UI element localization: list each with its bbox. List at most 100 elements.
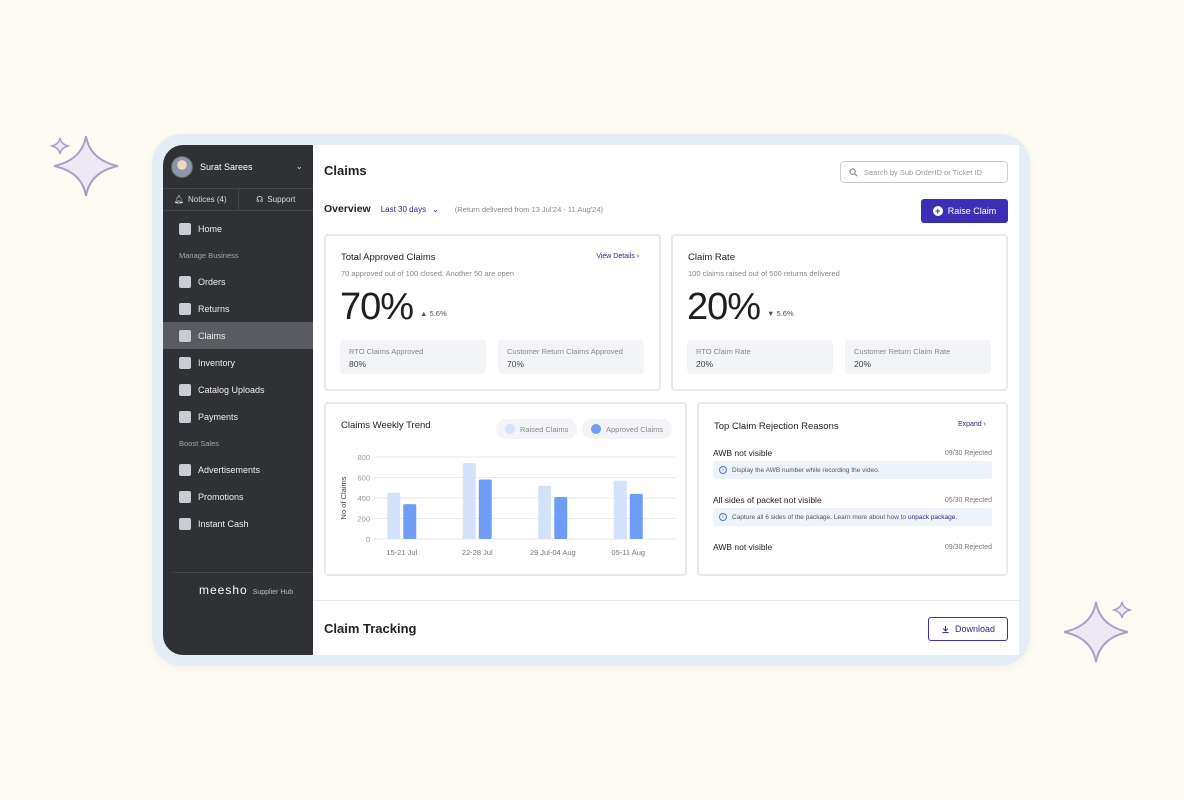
x-tick-label: 22-28 Jul xyxy=(462,548,493,557)
raise-claim-label: Raise Claim xyxy=(947,206,997,216)
reason-item: AWB not visible 09/30 Rejected i Display t… xyxy=(713,448,992,479)
chevron-down-icon: ⌄ xyxy=(432,204,439,214)
card-title: Claim Rate xyxy=(688,252,735,263)
brand-name: meesho xyxy=(199,583,248,597)
clipboard-icon xyxy=(179,356,191,369)
overview-bar: Overview Last 30 days ⌄ (Return delivere… xyxy=(324,203,603,215)
sidebar-item-claims[interactable]: Claims xyxy=(163,322,313,349)
avatar xyxy=(171,155,193,178)
x-tick-label: 15-21 Jul xyxy=(386,548,417,557)
sidebar-item-orders[interactable]: Orders xyxy=(163,268,313,295)
expand-link[interactable]: Expand › xyxy=(958,421,986,428)
sidebar-item-label: Payments xyxy=(198,411,239,422)
y-tick-label: 400 xyxy=(357,494,370,503)
view-details-link[interactable]: View Details › xyxy=(596,253,639,260)
sidebar-nav: Home Manage Business Orders Returns Clai… xyxy=(163,211,313,537)
sidebar-item-payments[interactable]: Payments xyxy=(163,403,313,430)
sidebar-item-label: Instant Cash xyxy=(198,518,249,529)
reason-name: AWB not visible xyxy=(713,448,773,458)
trend-chart: 0 200 400 600 800 No of Claims 15-21 Jul 22-28 … xyxy=(339,453,676,557)
notices-link[interactable]: 🔔︎ Notices (4) xyxy=(163,189,239,210)
notices-label: Notices (4) xyxy=(187,195,227,204)
stat-value: 20% xyxy=(696,359,714,369)
sidebar-item-inventory[interactable]: Inventory xyxy=(163,349,313,376)
delta-value: 5.6% xyxy=(429,309,447,318)
bar-approved xyxy=(403,504,417,539)
y-tick-label: 0 xyxy=(366,535,370,544)
sidebar-item-label: Claims xyxy=(198,330,226,341)
x-tick-label: 05-11 Aug xyxy=(611,548,645,557)
sidebar-item-returns[interactable]: Returns xyxy=(163,295,313,322)
approved-percent: 70% xyxy=(340,286,414,328)
chevron-right-icon: › xyxy=(636,253,639,260)
x-tick-label: 29 Jul-04 Aug xyxy=(530,548,576,557)
bar-approved xyxy=(554,496,568,539)
y-tick-label: 200 xyxy=(357,515,370,524)
sidebar-item-promotions[interactable]: Promotions xyxy=(163,483,313,510)
sidebar-item-label: Catalog Uploads xyxy=(198,384,265,395)
card-title: Total Approved Claims xyxy=(341,252,436,263)
sidebar-item-home[interactable]: Home xyxy=(163,215,313,242)
expand-label: Expand xyxy=(957,421,982,428)
approved-delta: ▲ 5.6% xyxy=(420,309,447,318)
main-content: Claims Search by Sub OrderID or Ticket I… xyxy=(313,145,1019,655)
delta-value: 5.6% xyxy=(776,309,794,318)
date-filter-value: Last 30 days xyxy=(380,204,427,214)
claim-tracking-section: Claim Tracking Download xyxy=(313,600,1019,655)
sidebar-item-catalog-uploads[interactable]: Catalog Uploads xyxy=(163,376,313,403)
brand-logo: meesho Supplier Hub xyxy=(173,572,313,597)
claim-rate-percent: 20% xyxy=(687,286,761,328)
download-button[interactable]: Download xyxy=(928,617,1008,641)
stat-value: 70% xyxy=(507,359,525,369)
card-subtitle: 100 claims raised out of 500 returns del… xyxy=(688,269,840,278)
legend-label: Approved Claims xyxy=(606,424,664,434)
date-range-note: (Return delivered from 13 Jul'24 - 11 Au… xyxy=(454,204,604,214)
bar-raised xyxy=(613,480,627,539)
stat-label: Customer Return Claim Rate xyxy=(854,347,951,356)
y-tick-label: 800 xyxy=(357,453,370,462)
date-filter-dropdown[interactable]: Last 30 days ⌄ xyxy=(381,205,439,214)
megaphone-icon xyxy=(179,463,191,476)
sidebar-item-instant-cash[interactable]: Instant Cash xyxy=(163,510,313,537)
app-screen: Surat Sarees ⌄ 🔔︎ Notices (4) ☊ Support … xyxy=(163,145,1019,655)
sidebar-item-label: Inventory xyxy=(198,357,236,368)
reason-name: AWB not visible xyxy=(713,542,773,552)
search-input[interactable]: Search by Sub OrderID or Ticket ID xyxy=(840,161,1008,183)
reason-note: i Capture all 6 sides of the package. Lea… xyxy=(713,508,992,526)
raise-claim-button[interactable]: + Raise Claim xyxy=(921,199,1008,223)
stat-label: RTO Claims Approved xyxy=(349,347,424,356)
sidebar-item-label: Promotions xyxy=(198,491,244,502)
reason-note: i Display the AWB number while recording … xyxy=(713,461,992,479)
upload-icon xyxy=(179,383,191,396)
weekly-trend-card: Claims Weekly Trend Raised Claims Approv… xyxy=(324,402,687,576)
nav-section-boost: Boost Sales xyxy=(179,438,220,448)
legend-approved[interactable]: Approved Claims xyxy=(582,419,673,439)
profile-switcher[interactable]: Surat Sarees ⌄ xyxy=(163,145,313,189)
brand-sub: Supplier Hub xyxy=(252,589,294,596)
reason-item: All sides of packet not visible 05/30 Rej… xyxy=(713,495,992,526)
legend-raised[interactable]: Raised Claims xyxy=(496,419,578,439)
chevron-right-icon: › xyxy=(983,421,986,428)
approved-claims-card: Total Approved Claims 70 approved out of… xyxy=(324,234,661,391)
legend-label: Raised Claims xyxy=(520,424,569,434)
headset-icon: ☊ xyxy=(256,195,264,204)
bank-icon xyxy=(179,517,191,530)
bar-raised xyxy=(387,492,401,539)
download-icon xyxy=(942,625,949,633)
stat-value: 20% xyxy=(854,359,872,369)
reason-count: 09/30 Rejected xyxy=(944,449,992,457)
sidebar-item-advertisements[interactable]: Advertisements xyxy=(163,456,313,483)
chevron-down-icon: ⌄ xyxy=(295,161,303,171)
sparkle-icon xyxy=(49,135,119,197)
reason-name: All sides of packet not visible xyxy=(713,495,822,505)
card-subtitle: 70 approved out of 100 closed. Another 5… xyxy=(341,269,515,278)
support-link[interactable]: ☊ Support xyxy=(239,189,314,210)
sidebar-item-label: Home xyxy=(198,223,223,234)
profile-name: Surat Sarees xyxy=(200,161,253,172)
unpack-package-link[interactable]: unpack package. xyxy=(907,513,958,521)
bar-raised xyxy=(462,463,476,539)
reason-count: 09/30 Rejected xyxy=(944,543,992,551)
overview-label: Overview xyxy=(324,203,371,215)
bar-approved xyxy=(478,479,492,539)
page-title: Claims xyxy=(324,163,367,178)
